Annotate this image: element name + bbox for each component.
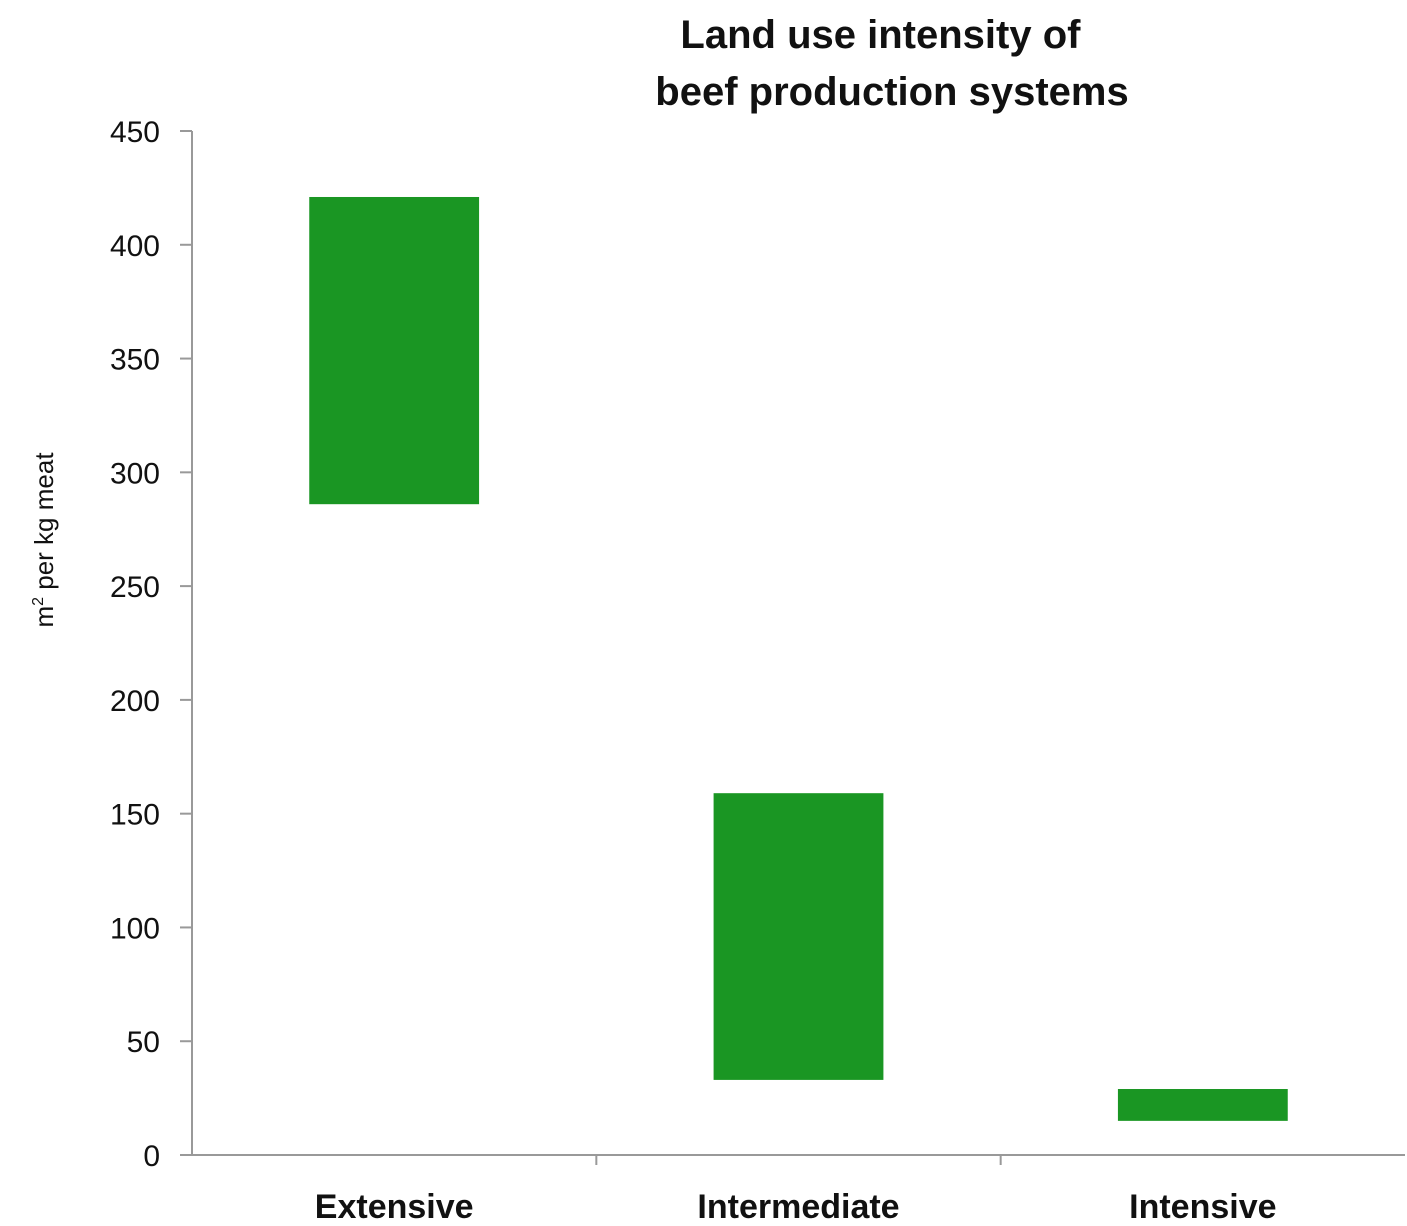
bar-intensive — [1117, 1089, 1288, 1121]
chart-title: Land use intensity of beef production sy… — [655, 13, 1128, 114]
x-category-label: Intensive — [1129, 1188, 1276, 1226]
y-tick-label: 150 — [110, 799, 160, 832]
bar-intermediate — [713, 793, 884, 1080]
x-category-label: Extensive — [315, 1188, 474, 1226]
x-axis: Extensive Intermediate Intensive — [192, 1154, 1405, 1226]
y-tick-label: 0 — [143, 1140, 160, 1173]
y-axis-label-superscript: 2 — [30, 597, 47, 606]
y-tick-label: 300 — [110, 457, 160, 490]
y-axis-label-unit: m — [29, 606, 59, 628]
y-axis: 0 50 100 150 200 250 300 350 400 450 — [110, 116, 193, 1173]
y-axis-label: m2 per kg meat — [29, 452, 59, 628]
bar-extensive — [309, 196, 480, 505]
y-tick-label: 50 — [127, 1026, 160, 1059]
y-tick-label: 200 — [110, 685, 160, 718]
bars — [309, 196, 1288, 1121]
chart-title-line-2: beef production systems — [655, 70, 1128, 114]
y-tick-label: 450 — [110, 116, 160, 149]
y-tick-label: 250 — [110, 571, 160, 604]
y-tick-label: 350 — [110, 344, 160, 377]
x-category-label: Intermediate — [697, 1188, 899, 1226]
y-tick-label: 400 — [110, 230, 160, 263]
y-axis-label-rest: per kg meat — [29, 452, 59, 597]
chart-title-line-1: Land use intensity of — [680, 13, 1081, 57]
y-tick-label: 100 — [110, 912, 160, 945]
